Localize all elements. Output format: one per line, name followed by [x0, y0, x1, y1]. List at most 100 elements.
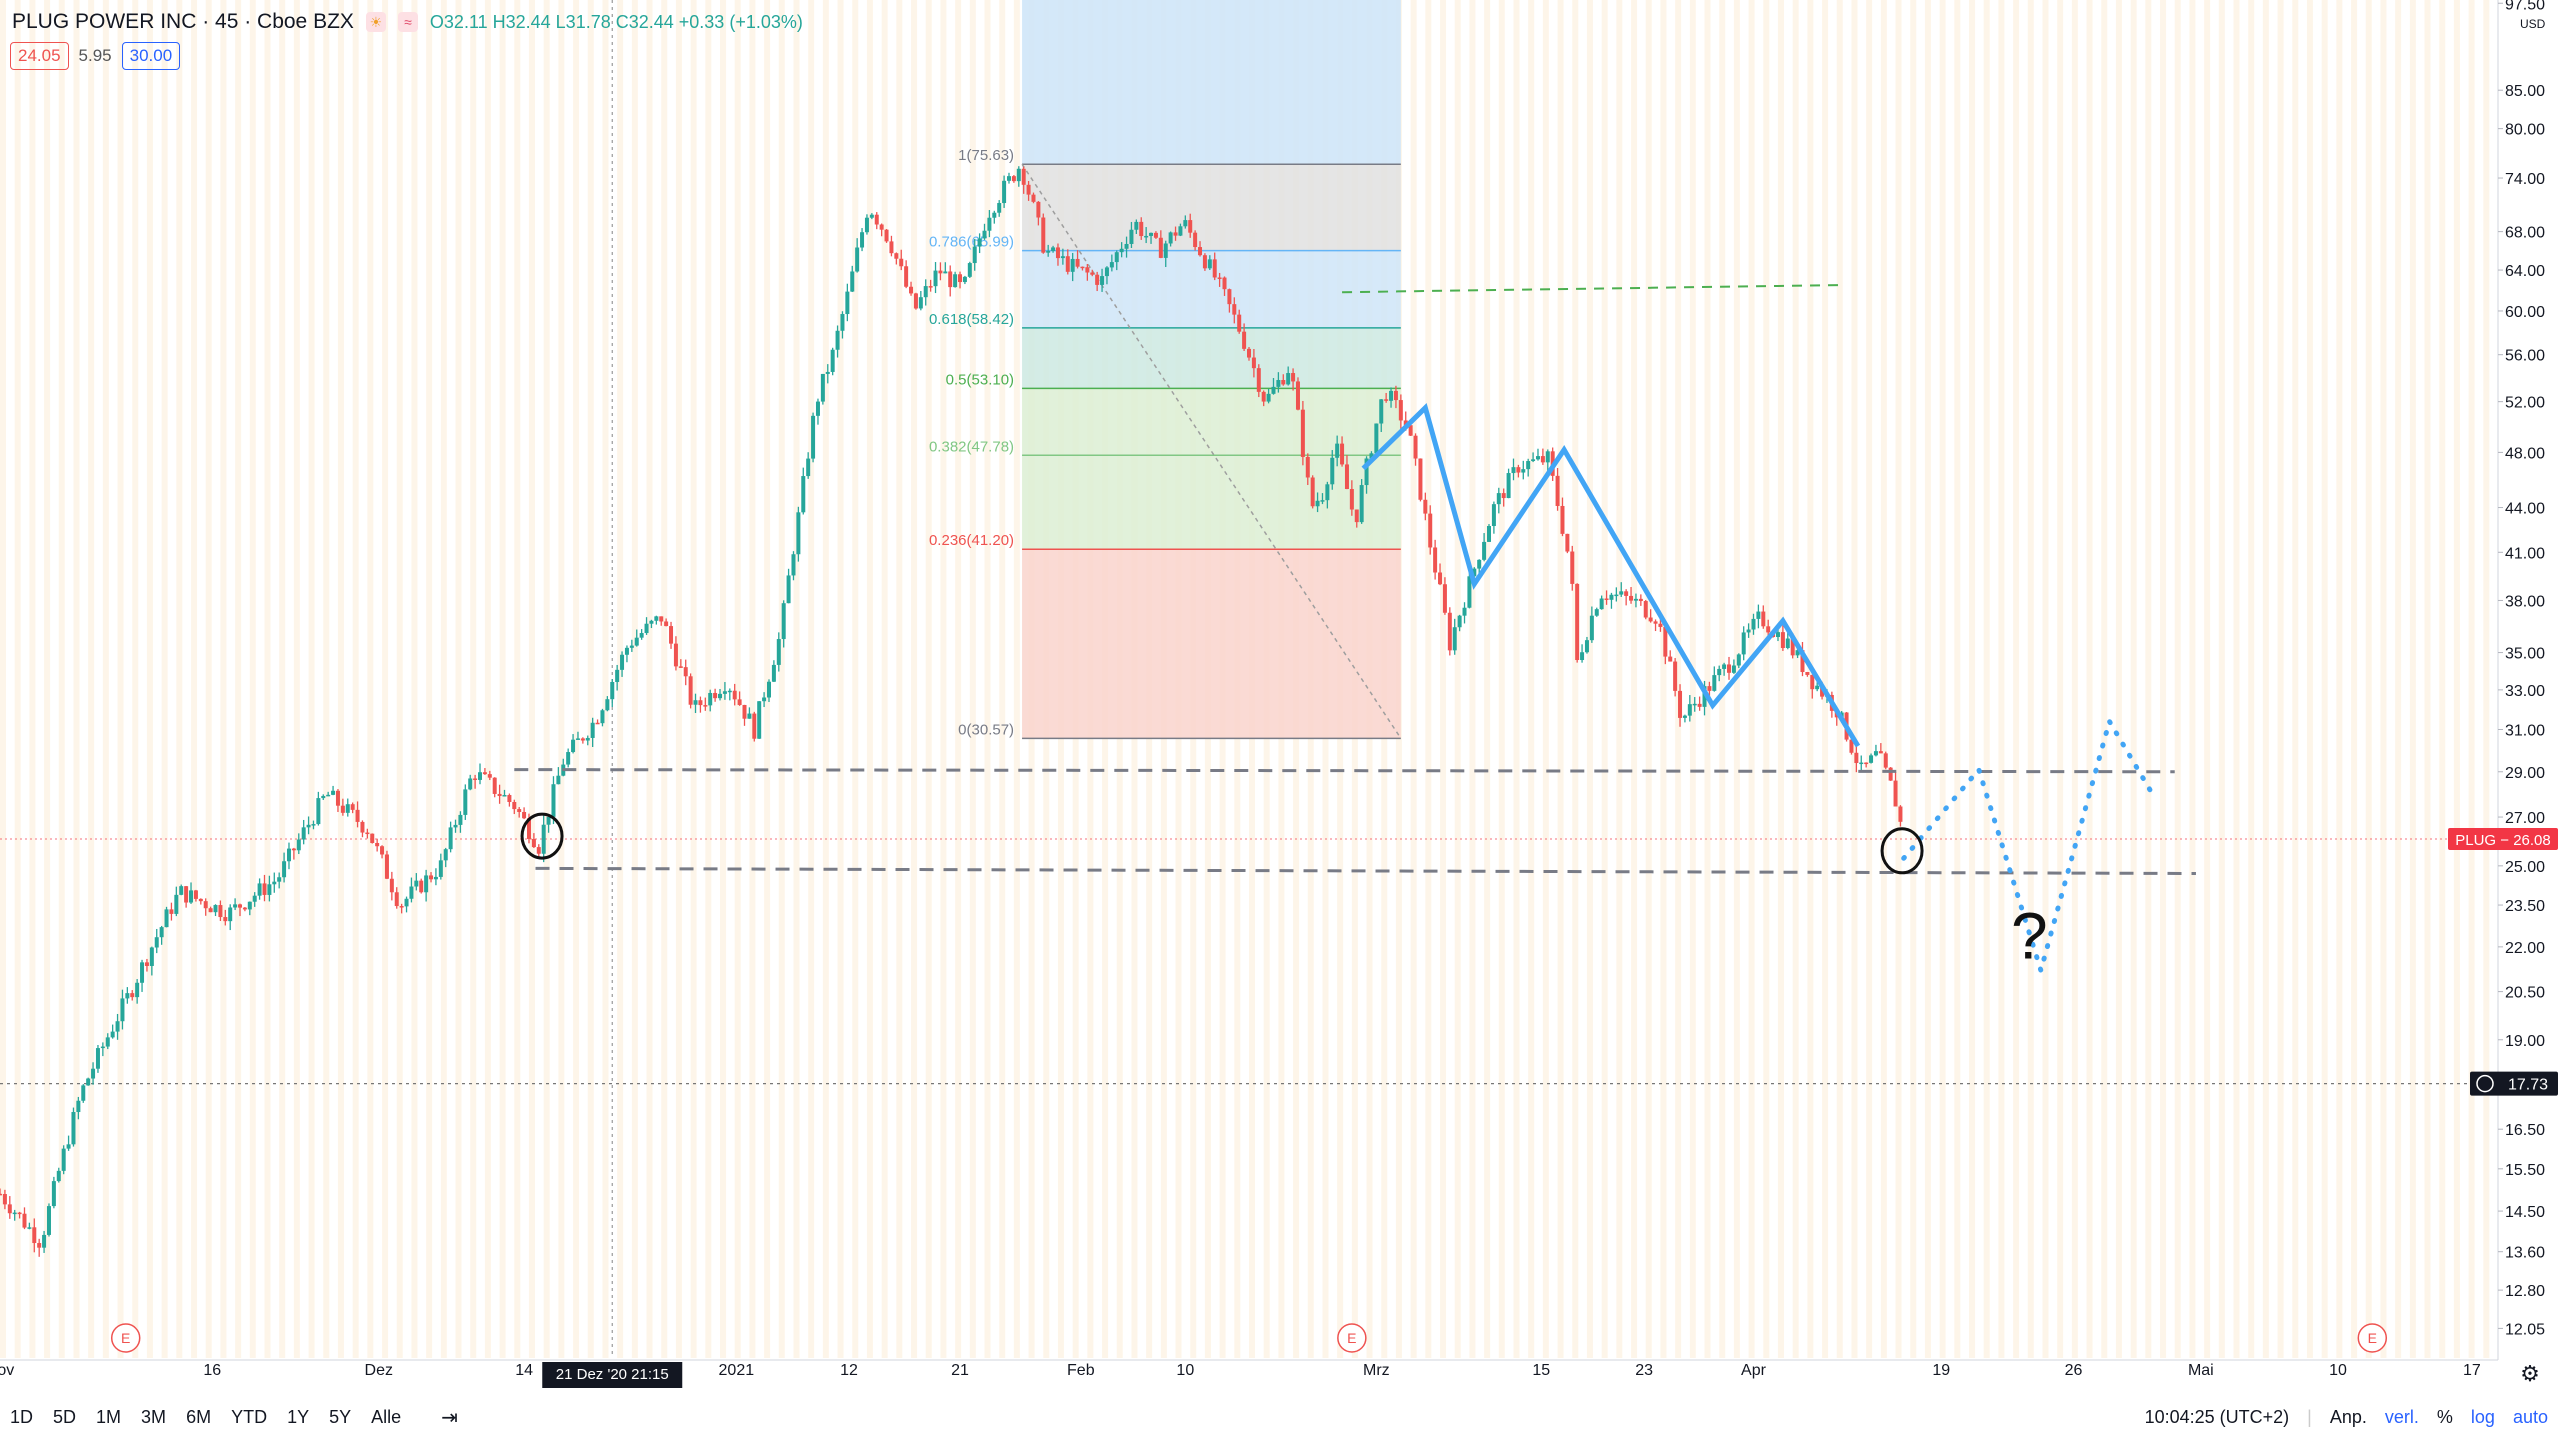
candle-body — [1266, 393, 1271, 402]
candle-body — [1462, 607, 1467, 616]
candle-body — [1888, 767, 1893, 781]
candle-body — [37, 1243, 42, 1248]
option-auto[interactable]: auto — [2512, 1407, 2548, 1427]
time-axis[interactable]: Nov 16 Dez 14 2021 12 21 Feb 10 Mrz 15 23 Apr 19 26 Mai… — [0, 1359, 2560, 1395]
candle-body — [1526, 461, 1531, 470]
range-5y[interactable]: 5Y — [329, 1407, 352, 1427]
session-stripe — [220, 0, 227, 1358]
candle-body — [928, 286, 933, 288]
fib-label: 0(30.57) — [958, 721, 1014, 738]
compare-icon[interactable]: ≈ — [397, 12, 418, 32]
candle-body — [737, 699, 742, 705]
earnings-marker[interactable] — [110, 1323, 141, 1353]
session-stripe — [837, 0, 844, 1358]
candle-body — [526, 818, 531, 839]
candle-body — [76, 1100, 81, 1113]
session-stripe — [205, 0, 212, 1358]
candle-body — [1516, 467, 1521, 473]
session-stripe — [1410, 0, 1417, 1358]
gear-icon[interactable]: ⚙ — [2520, 1361, 2540, 1386]
candle-body — [698, 700, 703, 706]
candle-body — [972, 246, 977, 264]
candle-body — [811, 415, 816, 459]
session-stripe — [2042, 0, 2049, 1358]
candle-body — [424, 875, 429, 893]
candle-body — [953, 274, 958, 288]
candle-body — [1491, 504, 1496, 527]
candle-body — [1756, 611, 1761, 619]
session-stripe — [2057, 0, 2064, 1358]
session-stripe — [911, 0, 918, 1358]
candle-body — [815, 401, 820, 416]
candle-body — [81, 1085, 86, 1101]
candle-body — [2, 1194, 7, 1205]
candle-body — [1158, 237, 1163, 258]
last-price-tag[interactable] — [2448, 828, 2558, 851]
range-5d[interactable]: 5D — [53, 1407, 77, 1427]
candle-body — [1310, 477, 1315, 507]
candle-body — [1766, 626, 1771, 633]
range-1m[interactable]: 1M — [96, 1407, 122, 1427]
candle-body — [771, 664, 776, 682]
candle-body — [649, 620, 654, 624]
option-extended[interactable]: verl. — [2384, 1407, 2419, 1427]
range-ytd[interactable]: YTD — [231, 1407, 268, 1427]
session-stripe — [1616, 0, 1623, 1358]
candle-body — [1854, 752, 1859, 764]
support-line-upper[interactable] — [514, 768, 2175, 774]
clock[interactable]: 10:04:25 (UTC+2) — [2144, 1407, 2290, 1427]
symbol-legend: PLUG POWER INC · 45 · Cboe BZX ☀ ≈ O32.1… — [12, 10, 803, 34]
candle-body — [1428, 513, 1433, 548]
session-stripe — [2013, 0, 2020, 1358]
range-1y[interactable]: 1Y — [287, 1407, 310, 1427]
input-value-1[interactable]: 24.05 — [10, 42, 69, 70]
candle-body — [884, 229, 889, 242]
highlight-circle[interactable] — [520, 812, 564, 860]
range-3m[interactable]: 3M — [141, 1407, 167, 1427]
session-stripe — [279, 0, 286, 1358]
earnings-marker[interactable] — [1337, 1323, 1367, 1353]
support-line-lower[interactable] — [535, 866, 2196, 875]
option-adjust[interactable]: Anp. — [2329, 1407, 2367, 1427]
candle-body — [1202, 255, 1207, 269]
candle-body — [247, 901, 252, 910]
add-alert-icon[interactable] — [2476, 1074, 2494, 1093]
sun-icon[interactable]: ☀ — [365, 12, 386, 32]
chart-drawings[interactable]: ? E E E — [110, 284, 2388, 1353]
fib-label: 0.5(53.10) — [946, 371, 1014, 388]
candle-body — [1193, 232, 1198, 248]
candle-body — [1060, 256, 1065, 259]
price-tick-label: 74.00 — [2505, 171, 2545, 188]
session-stripe — [1013, 0, 1020, 1358]
session-stripe — [73, 0, 80, 1358]
candle-body — [487, 774, 492, 778]
projection-path[interactable] — [1901, 715, 2158, 980]
time-tick-label: Mai — [2188, 1362, 2214, 1379]
fibonacci-retracement[interactable]: 1(75.63) 0.786(65.99) 0.618(58.42) 0.5(53.1… — [929, 0, 1402, 740]
range-1d[interactable]: 1D — [10, 1407, 34, 1427]
candle-body — [1731, 665, 1736, 673]
range-6m[interactable]: 6M — [186, 1407, 212, 1427]
price-axis[interactable]: 12.05 12.80 13.60 14.50 15.50 16.50 19.00 20.50… — [2448, 0, 2560, 1395]
candle-body — [938, 270, 943, 274]
candle-body — [1487, 526, 1492, 542]
session-stripe — [1822, 0, 1829, 1358]
zigzag-pattern[interactable] — [1361, 403, 1861, 748]
input-value-3[interactable]: 30.00 — [121, 42, 181, 70]
range-all[interactable]: Alle — [371, 1407, 402, 1427]
time-tick-label: 23 — [1635, 1362, 1653, 1379]
crosshair-price-tag[interactable] — [2470, 1071, 2558, 1096]
option-log[interactable]: log — [2470, 1407, 2495, 1427]
goto-date-icon[interactable]: ⇥ — [441, 1407, 458, 1429]
candle-body — [51, 1181, 56, 1207]
earnings-marker[interactable] — [2357, 1323, 2388, 1353]
crosshair-time-tag[interactable] — [542, 1362, 683, 1388]
candle-body — [566, 752, 571, 765]
highlight-circle[interactable] — [1880, 827, 1924, 875]
option-percent[interactable]: % — [2436, 1407, 2453, 1427]
candle-body — [1095, 274, 1100, 285]
candle-body — [1668, 656, 1673, 662]
symbol-title[interactable]: PLUG POWER INC · 45 · Cboe BZX — [12, 10, 354, 33]
candle-body — [345, 804, 350, 813]
